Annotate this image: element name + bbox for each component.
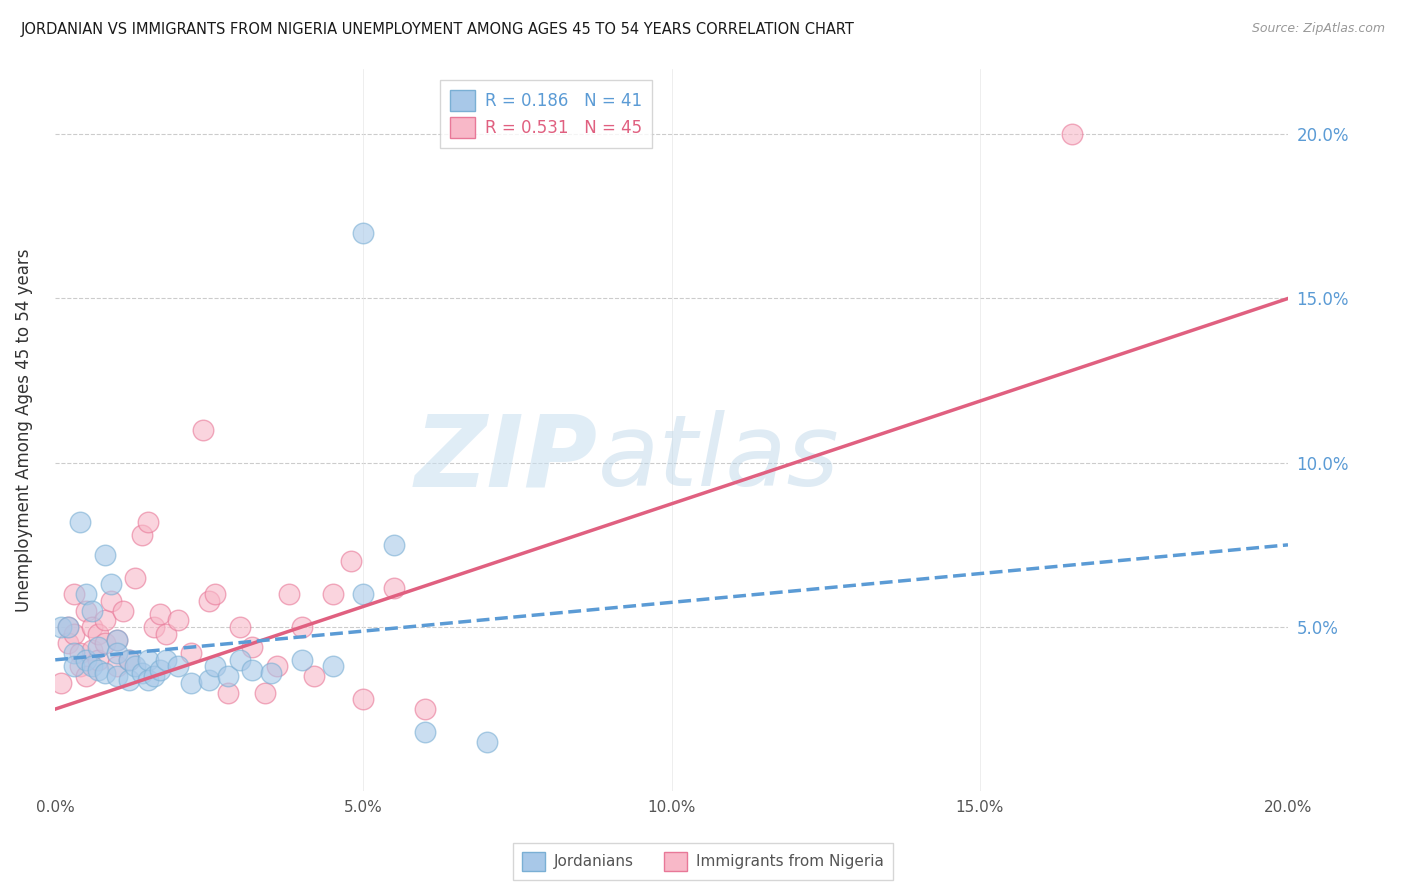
Point	[198, 673, 221, 687]
Point	[131, 665, 153, 680]
Point	[475, 735, 498, 749]
Point	[136, 673, 159, 687]
Text: JORDANIAN VS IMMIGRANTS FROM NIGERIA UNEMPLOYMENT AMONG AGES 45 TO 54 YEARS CORR: JORDANIAN VS IMMIGRANTS FROM NIGERIA UNE…	[21, 22, 855, 37]
Point	[136, 653, 159, 667]
Point	[82, 620, 104, 634]
Point	[82, 643, 104, 657]
Point	[87, 640, 110, 654]
Point	[56, 636, 79, 650]
Point	[105, 659, 128, 673]
Point	[62, 626, 84, 640]
Point	[87, 663, 110, 677]
Point	[229, 620, 252, 634]
Point	[167, 614, 190, 628]
Point	[82, 603, 104, 617]
Point	[149, 663, 172, 677]
Point	[242, 663, 264, 677]
Point	[51, 675, 73, 690]
Point	[204, 587, 226, 601]
Point	[155, 653, 177, 667]
Point	[180, 646, 202, 660]
Point	[100, 577, 122, 591]
Point	[69, 646, 91, 660]
Point	[382, 581, 405, 595]
Point	[1062, 127, 1084, 141]
Point	[217, 669, 239, 683]
Text: ZIP: ZIP	[415, 410, 598, 508]
Text: atlas: atlas	[598, 410, 839, 508]
Point	[352, 587, 374, 601]
Point	[51, 620, 73, 634]
Point	[352, 226, 374, 240]
Point	[266, 659, 288, 673]
Point	[291, 653, 314, 667]
Point	[340, 554, 363, 568]
Point	[118, 653, 141, 667]
Legend: R = 0.186   N = 41, R = 0.531   N = 45: R = 0.186 N = 41, R = 0.531 N = 45	[440, 80, 651, 148]
Point	[100, 593, 122, 607]
Point	[136, 515, 159, 529]
Point	[352, 692, 374, 706]
Point	[62, 646, 84, 660]
Y-axis label: Unemployment Among Ages 45 to 54 years: Unemployment Among Ages 45 to 54 years	[15, 248, 32, 612]
Point	[302, 669, 325, 683]
Point	[413, 725, 436, 739]
Point	[253, 686, 276, 700]
Point	[87, 626, 110, 640]
Point	[62, 587, 84, 601]
Point	[142, 669, 165, 683]
Point	[75, 669, 97, 683]
Point	[93, 636, 115, 650]
Point	[118, 673, 141, 687]
Point	[278, 587, 301, 601]
Point	[382, 538, 405, 552]
Point	[217, 686, 239, 700]
Point	[413, 702, 436, 716]
Point	[191, 423, 214, 437]
Point	[105, 633, 128, 648]
Point	[167, 659, 190, 673]
Point	[322, 587, 344, 601]
Point	[229, 653, 252, 667]
Point	[75, 587, 97, 601]
Point	[155, 626, 177, 640]
Legend: Jordanians, Immigrants from Nigeria: Jordanians, Immigrants from Nigeria	[513, 843, 893, 880]
Point	[291, 620, 314, 634]
Point	[198, 593, 221, 607]
Point	[87, 653, 110, 667]
Point	[111, 603, 134, 617]
Point	[93, 665, 115, 680]
Point	[260, 665, 283, 680]
Point	[118, 653, 141, 667]
Point	[149, 607, 172, 621]
Point	[322, 659, 344, 673]
Point	[124, 571, 146, 585]
Point	[69, 659, 91, 673]
Point	[75, 653, 97, 667]
Point	[69, 515, 91, 529]
Point	[124, 659, 146, 673]
Point	[93, 548, 115, 562]
Point	[105, 669, 128, 683]
Point	[82, 659, 104, 673]
Point	[75, 603, 97, 617]
Point	[93, 614, 115, 628]
Point	[242, 640, 264, 654]
Point	[105, 633, 128, 648]
Point	[131, 528, 153, 542]
Point	[62, 659, 84, 673]
Text: Source: ZipAtlas.com: Source: ZipAtlas.com	[1251, 22, 1385, 36]
Point	[105, 646, 128, 660]
Point	[56, 620, 79, 634]
Point	[204, 659, 226, 673]
Point	[142, 620, 165, 634]
Point	[56, 620, 79, 634]
Point	[180, 675, 202, 690]
